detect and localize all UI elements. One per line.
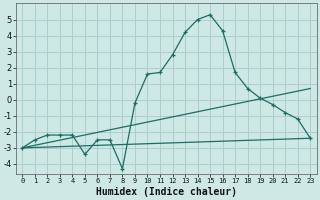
X-axis label: Humidex (Indice chaleur): Humidex (Indice chaleur): [96, 186, 237, 197]
